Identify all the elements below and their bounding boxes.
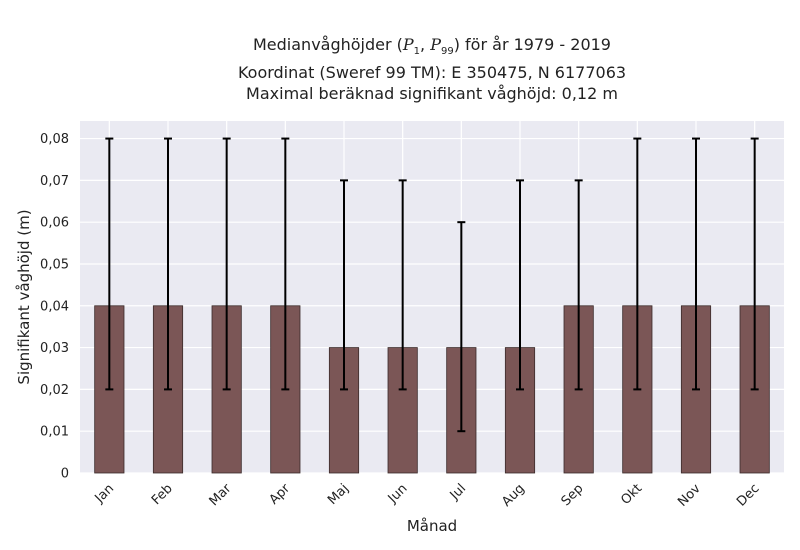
x-tick-label: Maj	[325, 481, 352, 508]
plot-area	[80, 121, 784, 473]
y-tick-label: 0,05	[40, 257, 69, 272]
y-axis-label: Signifikant våghöjd (m)	[15, 209, 33, 384]
x-tick-label: Jul	[447, 481, 469, 503]
y-tick-labels: 0 0,01 0,02 0,03 0,04 0,05 0,06 0,07 0,08	[40, 132, 69, 481]
y-tick-label: 0,06	[40, 216, 69, 231]
error-bar-sep	[574, 179, 583, 391]
title-line-1: Medianvåghöjder (P1, P99) för år 1979 - …	[253, 35, 611, 58]
error-bar-jan	[105, 137, 114, 391]
y-tick-label: 0,04	[40, 299, 69, 314]
x-axis-label: Månad	[407, 517, 457, 535]
title-line-3: Maximal beräknad signifikant våghöjd: 0,…	[246, 84, 618, 104]
x-tick-label: Mar	[207, 481, 235, 509]
x-tick-label: Dec	[734, 481, 762, 509]
error-bar-dec	[750, 137, 759, 391]
error-bar-apr	[281, 137, 290, 391]
x-tick-label: Nov	[675, 481, 704, 510]
x-tick-label: Feb	[149, 481, 176, 508]
x-tick-label: Sep	[559, 481, 587, 509]
error-bar-maj	[340, 179, 348, 391]
error-bar-feb	[164, 137, 172, 391]
x-tick-label: Jan	[92, 481, 117, 506]
error-bar-nov	[692, 137, 700, 391]
y-tick-label: 0,03	[40, 341, 69, 356]
x-tick-label: Aug	[499, 481, 528, 510]
error-bar-aug	[516, 179, 524, 391]
chart-title: Medianvåghöjder (P1, P99) för år 1979 - …	[80, 34, 784, 104]
y-tick-label: 0	[61, 467, 69, 482]
error-bar-jul	[457, 221, 466, 433]
error-bars	[105, 137, 759, 433]
error-bar-okt	[633, 137, 642, 391]
x-tick-label: Okt	[618, 481, 645, 508]
title-line-2: Koordinat (Sweref 99 TM): E 350475, N 61…	[237, 63, 627, 83]
y-tick-label: 0,07	[40, 174, 69, 189]
x-tick-label: Jun	[385, 481, 411, 507]
y-tick-label: 0,02	[40, 383, 69, 398]
error-bar-jun	[398, 179, 407, 391]
y-tick-label: 0,08	[40, 132, 69, 147]
y-tick-label: 0,01	[40, 425, 69, 440]
x-tick-label: Apr	[267, 481, 294, 508]
error-bar-mar	[222, 137, 231, 391]
x-tick-labels: Jan Feb Mar Apr Maj Jun Jul Aug Sep Okt Nov Dec	[92, 481, 763, 510]
